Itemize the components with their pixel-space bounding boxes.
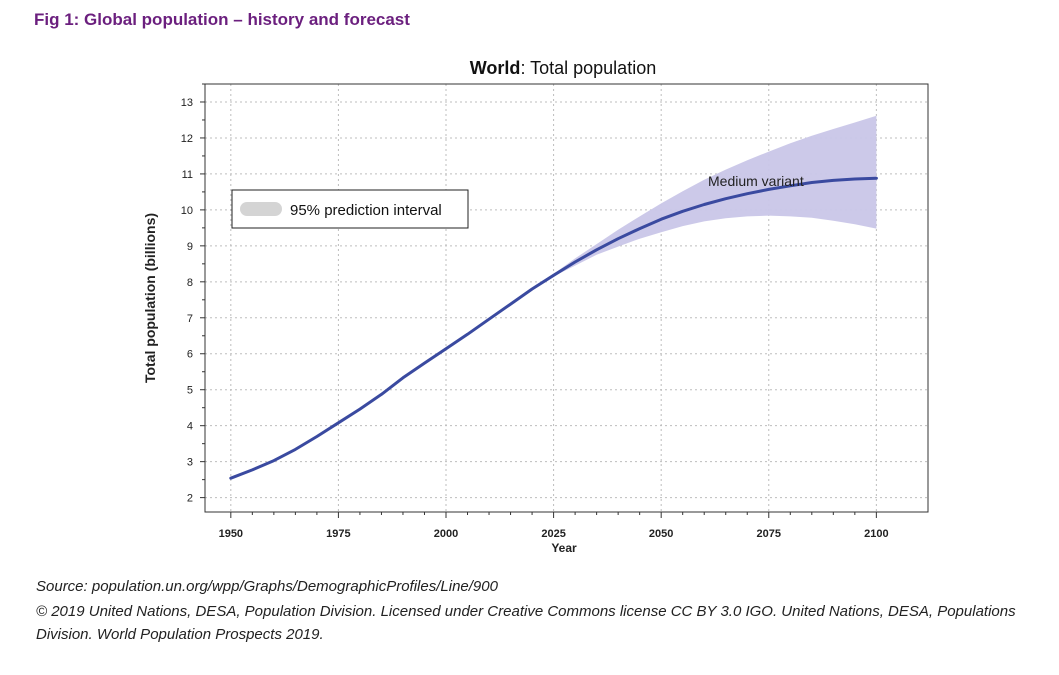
prediction-interval-band [532, 115, 877, 289]
license-note: © 2019 United Nations, DESA, Population … [36, 603, 1016, 643]
y-tick-label: 5 [187, 385, 193, 397]
y-tick-label: 3 [187, 457, 193, 469]
chart-title-rest: : Total population [520, 58, 656, 78]
x-tick-label: 2050 [649, 528, 673, 540]
prediction-band-layer [532, 115, 877, 289]
legend-swatch [240, 202, 282, 216]
y-axis-label: Total population (billions) [142, 213, 158, 383]
figure-title: Fig 1: Global population – history and f… [34, 10, 410, 29]
source-note: Source: population.un.org/wpp/Graphs/Dem… [36, 578, 498, 595]
chart-title: World: Total population [470, 58, 656, 78]
series-annotation: Medium variant [708, 173, 804, 189]
y-tick-label: 10 [181, 205, 193, 217]
x-axis-ticks: 1950 1975 2000 2025 2050 2075 2100 [219, 512, 889, 540]
plot-frame [204, 83, 929, 513]
y-tick-label: 11 [182, 169, 193, 181]
y-tick-label: 13 [181, 97, 193, 109]
y-tick-label: 4 [187, 421, 193, 433]
x-tick-label: 2100 [864, 528, 888, 540]
series-line-medium-variant [229, 176, 878, 480]
legend: 95% prediction interval [231, 189, 469, 229]
x-tick-label: 2025 [541, 528, 565, 540]
y-tick-label: 12 [181, 133, 193, 145]
x-tick-label: 1975 [326, 528, 350, 540]
x-axis-label: Year [551, 541, 577, 555]
chart-title-bold: World [470, 58, 521, 78]
y-tick-label: 6 [187, 349, 193, 361]
x-tick-label: 2075 [757, 528, 781, 540]
series-layer [229, 176, 878, 480]
y-tick-label: 8 [187, 277, 193, 289]
legend-label: 95% prediction interval [290, 202, 442, 219]
y-tick-label: 2 [187, 493, 193, 505]
y-axis-ticks: 2 3 4 5 6 7 8 9 10 11 12 13 [181, 83, 205, 505]
x-tick-label: 1950 [219, 528, 243, 540]
y-tick-label: 9 [187, 241, 193, 253]
y-tick-label: 7 [187, 313, 193, 325]
x-tick-label: 2000 [434, 528, 458, 540]
line-chart: 2 3 4 5 6 7 8 9 10 11 12 13 1950 1975 2000 2025 2050 207… [142, 58, 929, 555]
